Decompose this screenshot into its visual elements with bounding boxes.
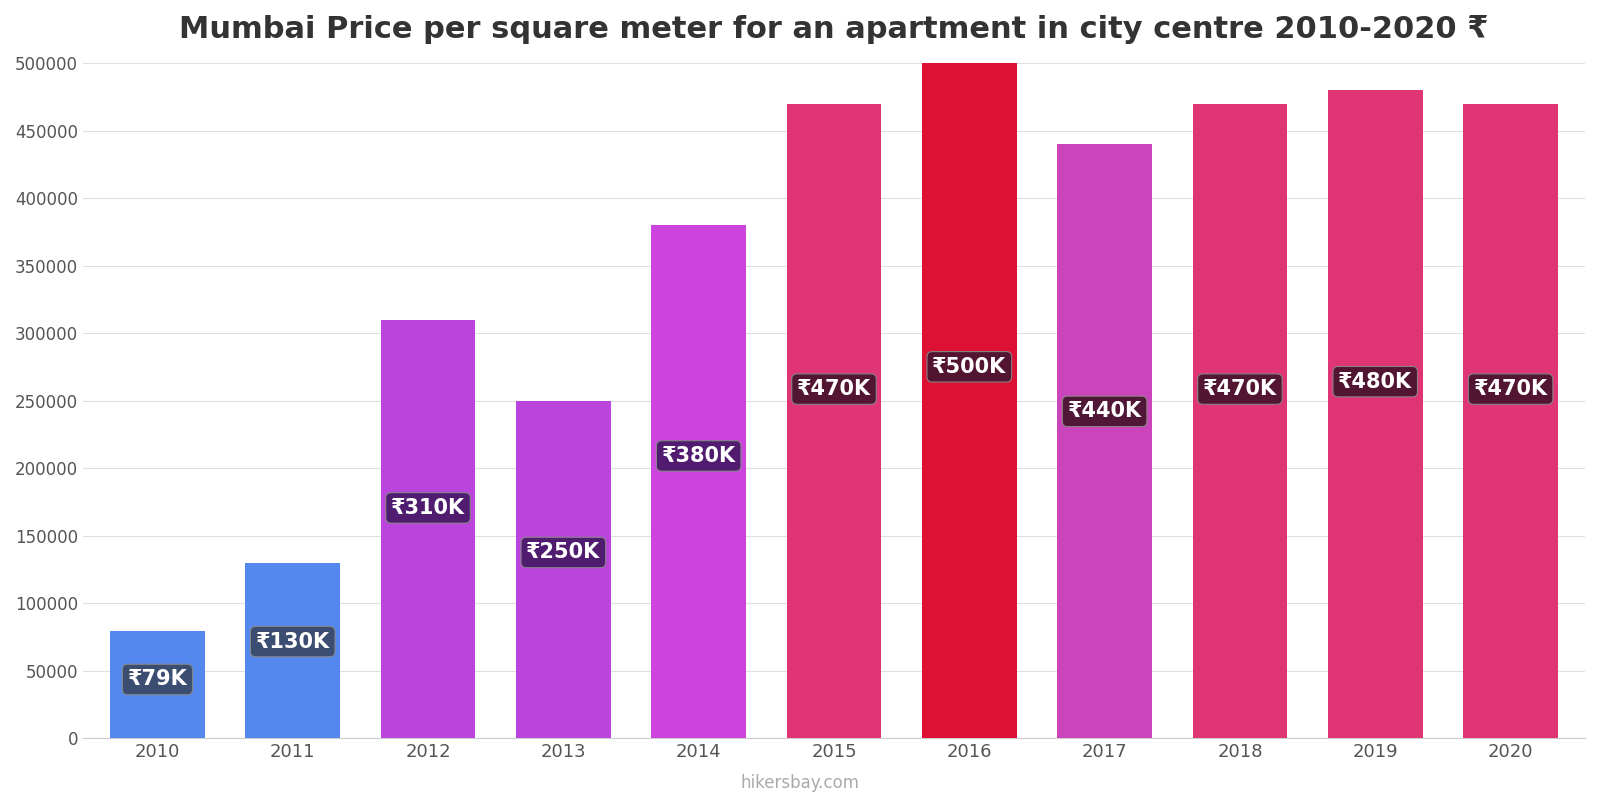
Bar <box>1192 103 1288 738</box>
Text: ₹480K: ₹480K <box>1338 372 1413 392</box>
Text: ₹250K: ₹250K <box>526 542 600 562</box>
Bar <box>1464 103 1558 738</box>
Bar <box>515 401 611 738</box>
Text: ₹470K: ₹470K <box>797 379 870 399</box>
Bar <box>922 63 1016 738</box>
Bar <box>651 225 746 738</box>
Text: ₹380K: ₹380K <box>662 446 736 466</box>
Text: ₹310K: ₹310K <box>390 498 466 518</box>
Text: ₹470K: ₹470K <box>1203 379 1277 399</box>
Text: hikersbay.com: hikersbay.com <box>741 774 859 792</box>
Bar <box>787 103 882 738</box>
Bar <box>110 631 205 738</box>
Text: ₹500K: ₹500K <box>933 357 1006 377</box>
Bar <box>381 319 475 738</box>
Title: Mumbai Price per square meter for an apartment in city centre 2010-2020 ₹: Mumbai Price per square meter for an apa… <box>179 15 1488 44</box>
Text: ₹440K: ₹440K <box>1067 402 1142 422</box>
Text: ₹470K: ₹470K <box>1474 379 1547 399</box>
Text: ₹79K: ₹79K <box>128 670 187 690</box>
Text: ₹130K: ₹130K <box>256 631 330 651</box>
Bar <box>245 562 341 738</box>
Bar <box>1058 144 1152 738</box>
Bar <box>1328 90 1422 738</box>
